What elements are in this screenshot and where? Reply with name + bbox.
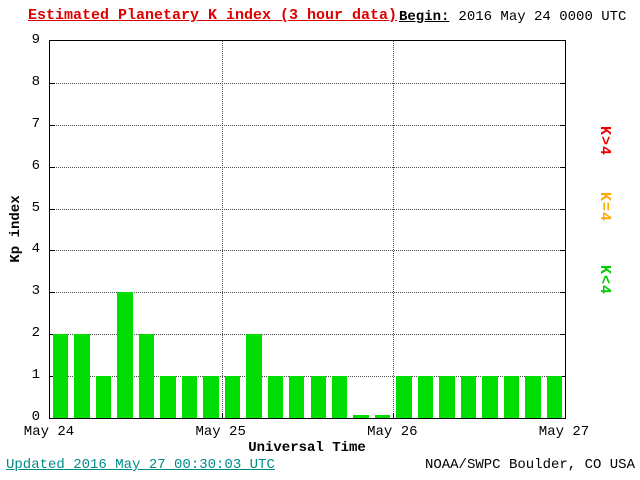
kp-bar: [546, 376, 562, 418]
begin-info: Begin: 2016 May 24 0000 UTC: [399, 9, 626, 25]
y-tick-label: 3: [31, 283, 40, 300]
kp-bar: [439, 376, 455, 418]
gridline-horizontal: [50, 82, 565, 84]
y-tick-label: 4: [31, 241, 40, 258]
kp-bar: [203, 376, 219, 418]
gridline-horizontal: [50, 292, 565, 294]
kp-bar: [267, 376, 284, 418]
kp-bar: [289, 376, 305, 418]
kp-bar: [53, 334, 69, 418]
y-tick-label: 7: [31, 115, 40, 132]
y-tick-mark: [560, 124, 565, 126]
kp-bar: [374, 415, 391, 418]
gridline-horizontal: [50, 250, 565, 252]
y-tick-mark: [50, 82, 55, 84]
plot-area: [49, 40, 566, 419]
kp-bar: [224, 376, 241, 418]
y-tick-mark: [50, 166, 55, 168]
y-tick-mark: [560, 376, 565, 378]
y-tick-label: 1: [31, 367, 40, 384]
gridline-horizontal: [50, 124, 565, 126]
kp-bar: [331, 376, 348, 418]
kp-bar: [525, 376, 541, 418]
chart-title: Estimated Planetary K index (3 hour data…: [28, 7, 398, 24]
begin-value: 2016 May 24 0000 UTC: [458, 9, 627, 25]
y-tick-mark: [50, 334, 55, 336]
x-tick-label: May 25: [195, 424, 246, 440]
y-axis-title: Kp index: [8, 195, 24, 263]
x-axis-title: Universal Time: [248, 440, 366, 456]
kp-bar: [117, 292, 133, 418]
kp-bar: [181, 376, 198, 418]
y-tick-mark: [50, 124, 55, 126]
kp-bar: [310, 376, 326, 418]
source-attribution: NOAA/SWPC Boulder, CO USA: [424, 457, 635, 473]
x-tick-label: May 24: [23, 424, 75, 440]
gridline-horizontal: [50, 376, 565, 378]
gridline-vertical: [393, 41, 395, 418]
y-tick-mark: [560, 292, 565, 294]
kp-bar: [460, 376, 477, 418]
gridline-horizontal: [50, 334, 565, 336]
gridline-horizontal: [50, 166, 565, 168]
y-tick-mark: [560, 250, 565, 252]
y-tick-label: 8: [31, 73, 40, 90]
kp-bar: [74, 334, 90, 418]
y-tick-mark: [560, 334, 565, 336]
y-tick-label: 2: [31, 325, 40, 342]
kp-bar: [95, 376, 112, 418]
y-tick-mark: [50, 208, 55, 210]
kp-bar: [246, 334, 262, 418]
y-tick-label: 5: [31, 199, 40, 216]
kp-bar: [396, 376, 412, 418]
gridline-horizontal: [50, 208, 565, 210]
x-tick-mark: [221, 413, 223, 418]
kp-bar: [417, 376, 434, 418]
kp-bar: [138, 334, 155, 418]
x-tick-label: May 26: [367, 424, 418, 440]
begin-label: Begin:: [399, 9, 450, 25]
x-tick-mark: [393, 413, 395, 418]
legend-k-equal-4: K=4: [596, 192, 613, 223]
y-tick-label: 0: [31, 409, 40, 425]
y-tick-mark: [50, 292, 55, 294]
y-tick-mark: [560, 82, 565, 84]
y-tick-label: 9: [31, 32, 40, 48]
y-tick-mark: [560, 208, 565, 210]
kp-bar: [503, 376, 520, 418]
legend-k-less-4: K<4: [596, 265, 613, 296]
kp-bar: [353, 415, 369, 418]
y-tick-mark: [50, 376, 55, 378]
x-tick-label: May 27: [538, 424, 590, 440]
kp-bar: [482, 376, 498, 418]
kp-bar: [160, 376, 176, 418]
gridline-vertical: [221, 41, 223, 418]
y-tick-mark: [560, 166, 565, 168]
legend-k-greater-4: K>4: [596, 126, 613, 157]
y-tick-mark: [50, 250, 55, 252]
updated-timestamp: Updated 2016 May 27 00:30:03 UTC: [6, 457, 275, 473]
y-tick-label: 6: [31, 157, 40, 174]
